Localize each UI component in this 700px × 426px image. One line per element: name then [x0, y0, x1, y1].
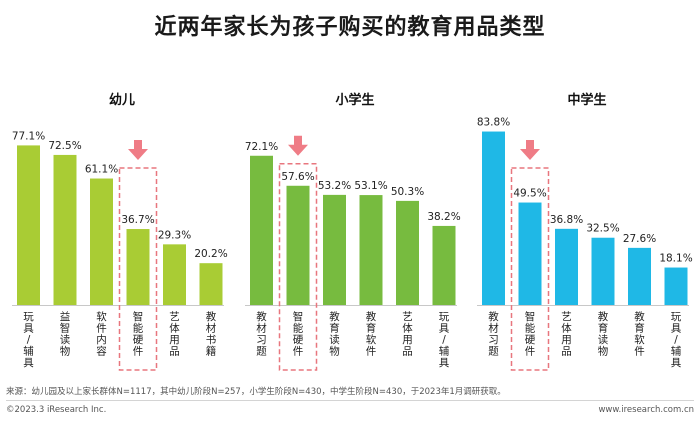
category-label: 艺体用品 — [169, 311, 180, 358]
category-label: 玩具/辅具 — [439, 311, 450, 369]
category-label: 教材书籍 — [206, 310, 217, 358]
category-label: 益智读物 — [60, 310, 71, 358]
category-label: 智能硬件 — [525, 310, 536, 358]
bar — [518, 202, 542, 305]
category-label: 智能硬件 — [293, 310, 304, 358]
highlight-box — [278, 163, 318, 371]
bar — [432, 225, 456, 305]
highlight-box — [118, 167, 158, 371]
category-label: 艺体用品 — [561, 311, 572, 358]
chart-panel-3: 中学生 83.8% 教材习题 49.5% 智能硬件 36.8% 艺体用品 32.5% 教育读物 2… — [477, 92, 693, 371]
category-label: 教材习题 — [256, 310, 267, 358]
chart-panel-1: 幼儿 77.1% 玩具/辅具 72.5% 益智读物 61.1% 软件内容 36.7% 智能硬件 2… — [12, 92, 228, 371]
bar — [250, 155, 273, 305]
bar — [591, 237, 615, 305]
bar — [126, 229, 150, 305]
bar — [53, 154, 77, 305]
data-label: 29.3% — [158, 229, 191, 241]
data-label: 50.3% — [391, 186, 424, 198]
data-label: 61.1% — [85, 164, 118, 176]
data-label: 83.8% — [477, 117, 510, 129]
copyright-text: ©2023.3 iResearch Inc. — [6, 405, 107, 415]
bar — [90, 178, 113, 305]
data-label: 32.5% — [586, 223, 619, 235]
category-label: 玩具/辅具 — [671, 311, 682, 369]
data-label: 36.7% — [121, 214, 154, 226]
down-arrow-icon — [288, 135, 308, 156]
bar — [628, 247, 651, 305]
chart-area: 幼儿 77.1% 玩具/辅具 72.5% 益智读物 61.1% 软件内容 36.7% 智能硬件 2… — [12, 92, 693, 371]
category-label: 软件内容 — [96, 310, 107, 358]
panel-title: 小学生 — [335, 92, 374, 108]
highlight-box — [510, 167, 550, 371]
data-label: 57.6% — [281, 171, 314, 183]
bar — [359, 195, 383, 305]
data-label: 53.2% — [318, 180, 351, 192]
source-note: 来源：幼儿园及以上家长群体N=1117，其中幼儿阶段N=257，小学生阶段N=4… — [6, 387, 506, 397]
category-label: 教育软件 — [366, 310, 377, 358]
bar — [482, 131, 505, 305]
category-label: 教育读物 — [598, 310, 609, 358]
data-label: 20.2% — [194, 248, 227, 260]
category-label: 智能硬件 — [133, 310, 144, 358]
bar — [664, 267, 688, 305]
data-label: 49.5% — [513, 188, 546, 200]
page-title: 近两年家长为孩子购买的教育用品类型 — [154, 15, 546, 40]
down-arrow-icon — [128, 140, 148, 160]
bar — [199, 263, 223, 305]
category-label: 玩具/辅具 — [23, 311, 34, 369]
bar — [555, 228, 578, 305]
bar — [323, 194, 346, 305]
footer-divider — [6, 400, 694, 401]
data-label: 18.1% — [659, 253, 692, 265]
data-label: 53.1% — [354, 180, 387, 192]
data-label: 77.1% — [12, 130, 45, 142]
data-label: 72.1% — [245, 141, 278, 153]
category-label: 教育读物 — [329, 310, 340, 358]
bar — [286, 185, 310, 305]
bar — [17, 145, 40, 305]
category-label: 教育软件 — [634, 310, 645, 358]
data-label: 72.5% — [48, 140, 81, 152]
bar — [163, 244, 186, 305]
bar — [396, 200, 419, 305]
category-label: 艺体用品 — [402, 311, 413, 358]
data-label: 36.8% — [550, 214, 583, 226]
down-arrow-icon — [520, 140, 540, 160]
chart-panel-2: 小学生 72.1% 教材习题 57.6% 智能硬件 53.2% 教育读物 53.1% 教育软件 5… — [245, 92, 461, 371]
category-label: 教材习题 — [488, 310, 499, 358]
website-link[interactable]: www.iresearch.com.cn — [598, 405, 694, 415]
panel-title: 中学生 — [567, 92, 606, 108]
panel-title: 幼儿 — [109, 92, 135, 108]
data-label: 38.2% — [427, 211, 460, 223]
data-label: 27.6% — [623, 233, 656, 245]
